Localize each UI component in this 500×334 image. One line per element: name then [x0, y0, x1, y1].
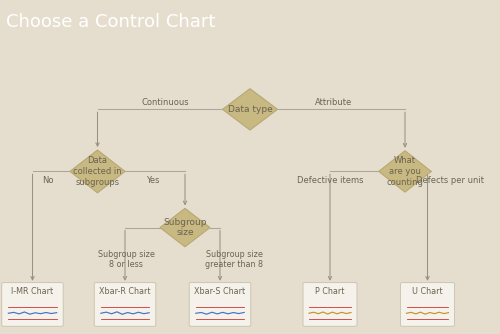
FancyBboxPatch shape [94, 283, 156, 326]
Polygon shape [222, 89, 278, 130]
Text: I-MR Chart: I-MR Chart [12, 287, 53, 296]
Text: Defective items: Defective items [297, 176, 363, 185]
Text: Subgroup size
greater than 8: Subgroup size greater than 8 [205, 250, 263, 269]
FancyBboxPatch shape [400, 283, 454, 326]
Text: Yes: Yes [146, 176, 159, 185]
FancyBboxPatch shape [189, 283, 251, 326]
Text: U Chart: U Chart [412, 287, 443, 296]
Text: Subgroup size
8 or less: Subgroup size 8 or less [98, 250, 154, 269]
Text: Xbar-R Chart: Xbar-R Chart [99, 287, 151, 296]
Polygon shape [70, 150, 125, 193]
Text: Attribute: Attribute [316, 98, 352, 107]
Text: No: No [42, 176, 53, 185]
Text: P Chart: P Chart [316, 287, 344, 296]
Text: Data type: Data type [228, 105, 272, 114]
Polygon shape [379, 151, 431, 192]
Text: Continuous: Continuous [141, 98, 189, 107]
FancyBboxPatch shape [303, 283, 357, 326]
Text: Xbar-S Chart: Xbar-S Chart [194, 287, 246, 296]
FancyBboxPatch shape [2, 283, 63, 326]
Polygon shape [160, 208, 210, 247]
Text: Choose a Control Chart: Choose a Control Chart [6, 13, 216, 31]
Text: Defects per unit: Defects per unit [416, 176, 484, 185]
Text: Data
collected in
subgroups: Data collected in subgroups [73, 156, 122, 187]
Text: What
are you
counting: What are you counting [386, 156, 424, 187]
Text: Subgroup
size: Subgroup size [163, 218, 207, 237]
